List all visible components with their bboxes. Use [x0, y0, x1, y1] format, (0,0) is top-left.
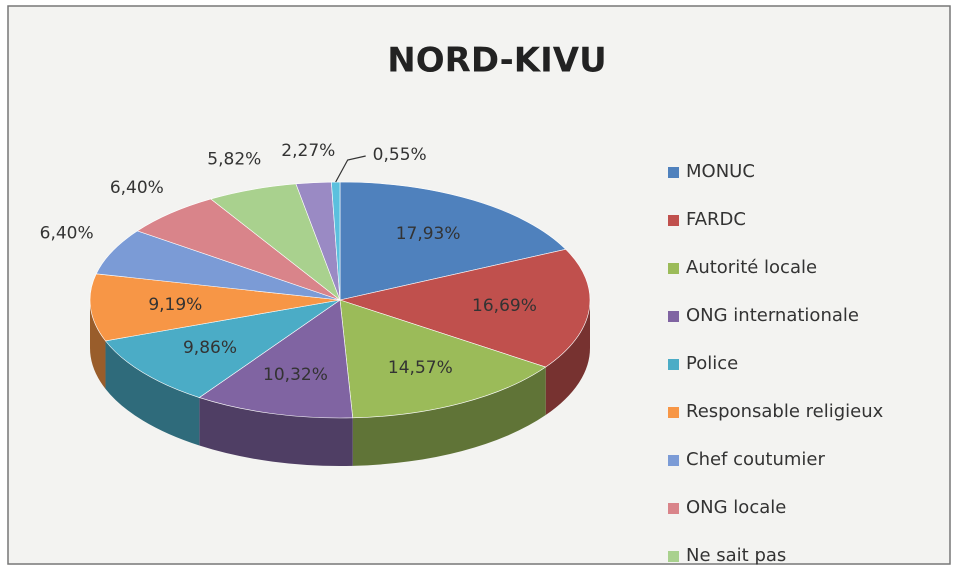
legend-swatch: [668, 167, 679, 178]
slice: [338, 248, 591, 368]
data-label: 0,55%: [373, 145, 427, 165]
legend-swatch: [668, 263, 679, 274]
data-label: 14,57%: [388, 358, 453, 378]
slice-side: [90, 300, 106, 389]
legend-swatch: [668, 455, 679, 466]
data-label: 16,69%: [472, 296, 537, 316]
data-label: 2,27%: [281, 141, 335, 161]
legend-label: Ne sait pas: [686, 545, 786, 566]
slice-side: [545, 300, 590, 416]
legend-label: ONG locale: [686, 497, 786, 518]
data-label: 10,32%: [263, 365, 328, 385]
slice-side: [199, 397, 353, 466]
legend-label: Responsable religieux: [686, 401, 884, 422]
slice: [89, 273, 341, 342]
legend-label: Chef coutumier: [686, 449, 826, 470]
legend-swatch: [668, 407, 679, 418]
legend-swatch: [668, 503, 679, 514]
data-label: 6,40%: [110, 178, 164, 198]
legend-swatch: [668, 551, 679, 562]
legend-label: Autorité locale: [686, 257, 817, 278]
slice: [104, 299, 341, 398]
slice: [339, 181, 567, 301]
legend-label: FARDC: [686, 209, 746, 230]
data-label: 5,82%: [207, 149, 261, 169]
legend-label: MONUC: [686, 161, 755, 182]
legend-label: ONG internationale: [686, 305, 859, 326]
data-label: 9,19%: [148, 295, 202, 315]
slice: [198, 299, 354, 419]
slice-side: [105, 340, 200, 446]
legend-label: Police: [686, 353, 738, 374]
data-label: 17,93%: [396, 224, 461, 244]
slice: [339, 299, 547, 419]
legend-swatch: [668, 311, 679, 322]
legend-swatch: [668, 359, 679, 370]
legend-swatch: [668, 215, 679, 226]
data-label: 6,40%: [40, 224, 94, 244]
leader-line: [335, 155, 366, 183]
chart-title: NORD-KIVU: [387, 41, 606, 81]
data-label: 9,86%: [183, 338, 237, 358]
